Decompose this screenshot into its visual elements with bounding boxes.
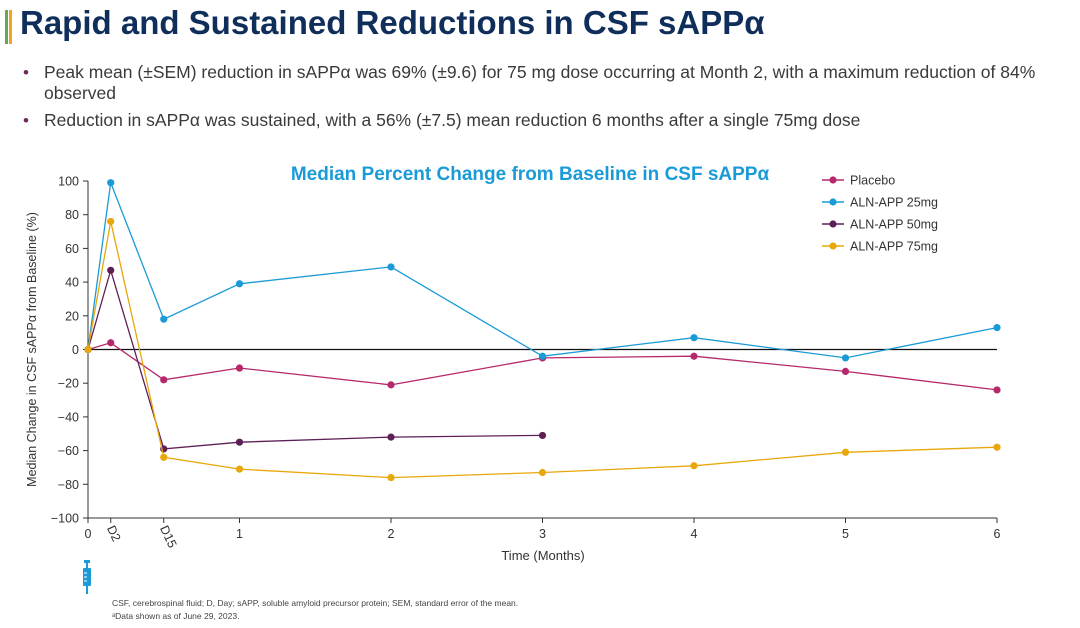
bullet-dot-icon: • bbox=[23, 63, 29, 82]
y-tick-label: −60 bbox=[58, 444, 79, 458]
data-point-placebo bbox=[160, 376, 168, 384]
data-point-aln-app-25mg bbox=[690, 334, 698, 342]
legend-swatch-marker bbox=[829, 242, 837, 250]
data-point-aln-app-75mg bbox=[993, 443, 1001, 451]
accent-bar-orange bbox=[9, 10, 12, 44]
y-tick-label: −100 bbox=[51, 512, 79, 526]
x-tick-label: 5 bbox=[842, 527, 849, 541]
bullet-list: • Peak mean (±SEM) reduction in sAPPα was… bbox=[20, 62, 1070, 137]
x-tick-label: 0 bbox=[85, 527, 92, 541]
data-point-aln-app-50mg bbox=[235, 438, 244, 446]
data-point-aln-app-25mg bbox=[160, 315, 168, 323]
data-point-placebo bbox=[841, 367, 850, 376]
data-point-aln-app-75mg bbox=[387, 473, 395, 482]
accent-bar-green bbox=[5, 10, 8, 44]
data-point-placebo bbox=[993, 386, 1001, 394]
data-point-aln-app-75mg bbox=[690, 462, 698, 470]
syringe-icon bbox=[83, 560, 91, 594]
series-line-aln-app-50mg bbox=[87, 267, 543, 450]
footnote-abbreviations: CSF, cerebrospinal fluid; D, Day; sAPP, … bbox=[112, 598, 519, 608]
line-chart: Median Percent Change from Baseline in C… bbox=[25, 164, 1001, 563]
legend-label: ALN-APP 50mg bbox=[850, 218, 938, 232]
data-point-aln-app-75mg bbox=[160, 453, 168, 461]
x-tick-label: 6 bbox=[994, 527, 1001, 541]
bullet-item: • Reduction in sAPPα was sustained, with … bbox=[20, 110, 1070, 131]
legend-swatch-marker bbox=[829, 176, 837, 184]
x-tick-label: D2 bbox=[104, 523, 123, 543]
y-tick-label: −40 bbox=[58, 410, 79, 424]
footnote-data-date: ᵃData shown as of June 29, 2023. bbox=[112, 611, 240, 621]
data-point-aln-app-75mg bbox=[538, 468, 547, 477]
slide-title: Rapid and Sustained Reductions in CSF sA… bbox=[20, 4, 765, 41]
legend-label: Placebo bbox=[850, 174, 895, 188]
data-point-placebo bbox=[690, 352, 698, 360]
data-point-placebo bbox=[107, 339, 115, 347]
data-point-aln-app-50mg bbox=[538, 431, 547, 440]
data-point-aln-app-25mg bbox=[538, 352, 547, 360]
y-axis-label: Median Change in CSF sAPPα from Baseline… bbox=[25, 212, 39, 487]
y-tick-label: 80 bbox=[65, 208, 79, 222]
data-point-aln-app-75mg bbox=[107, 217, 115, 226]
data-point-aln-app-25mg bbox=[107, 179, 115, 187]
x-tick-label: D15 bbox=[157, 523, 179, 550]
data-point-aln-app-75mg bbox=[84, 345, 92, 354]
y-tick-label: 100 bbox=[58, 175, 79, 189]
legend-label: ALN-APP 75mg bbox=[850, 240, 938, 254]
data-point-aln-app-25mg bbox=[235, 280, 244, 288]
data-point-placebo bbox=[387, 381, 395, 389]
title-accent-bars bbox=[5, 10, 14, 44]
data-point-aln-app-25mg bbox=[841, 354, 850, 362]
bullet-text: Reduction in sAPPα was sustained, with a… bbox=[44, 110, 861, 130]
y-tick-label: 60 bbox=[65, 242, 79, 256]
x-tick-label: 2 bbox=[388, 527, 395, 541]
data-point-aln-app-25mg bbox=[993, 323, 1001, 332]
data-point-aln-app-75mg bbox=[235, 465, 244, 473]
x-tick-label: 3 bbox=[539, 527, 546, 541]
legend-label: ALN-APP 25mg bbox=[850, 196, 938, 210]
x-axis-label: Time (Months) bbox=[501, 548, 584, 563]
y-tick-label: −80 bbox=[58, 478, 79, 492]
y-tick-label: 20 bbox=[65, 309, 79, 323]
legend-swatch-marker bbox=[829, 220, 837, 228]
data-point-aln-app-75mg bbox=[841, 448, 850, 456]
chart-title: Median Percent Change from Baseline in C… bbox=[291, 164, 770, 185]
x-tick-label: 1 bbox=[236, 527, 243, 541]
y-tick-label: 40 bbox=[65, 276, 79, 290]
data-point-aln-app-25mg bbox=[387, 263, 395, 271]
bullet-text: Peak mean (±SEM) reduction in sAPPα was … bbox=[44, 62, 1036, 103]
data-point-placebo bbox=[235, 364, 244, 372]
y-tick-label: −20 bbox=[58, 377, 79, 391]
y-tick-label: 0 bbox=[72, 343, 79, 357]
x-tick-label: 4 bbox=[691, 527, 698, 541]
bullet-dot-icon: • bbox=[23, 111, 29, 130]
data-point-aln-app-50mg bbox=[387, 433, 395, 441]
bullet-item: • Peak mean (±SEM) reduction in sAPPα was… bbox=[20, 62, 1070, 104]
legend-swatch-marker bbox=[829, 198, 837, 206]
data-point-aln-app-50mg bbox=[107, 266, 115, 274]
